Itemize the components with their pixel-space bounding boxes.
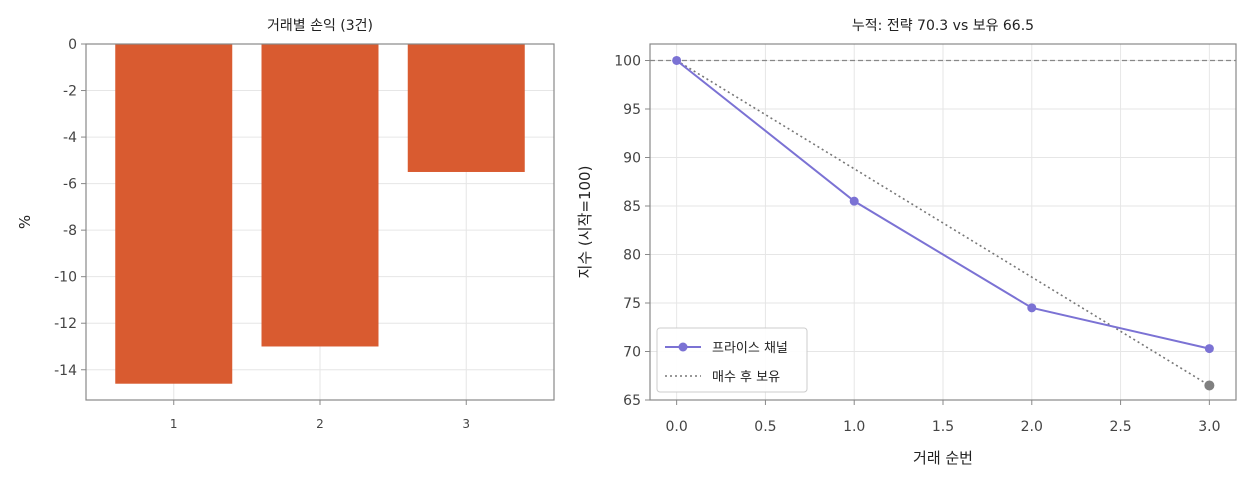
bar-chart-bars <box>115 44 525 384</box>
bar-y-tick-label: -10 <box>54 270 77 286</box>
bar-y-tick-label: -8 <box>63 223 77 239</box>
bar-y-tick-label: -14 <box>54 363 77 379</box>
legend-strategy-marker <box>678 342 688 352</box>
line-chart-legend: 프라이스 채널 매수 후 보유 <box>656 327 808 393</box>
line-y-tick-label: 70 <box>623 344 641 360</box>
bar-x-tick-label: 2 <box>316 417 324 431</box>
strategy-point <box>1027 303 1037 313</box>
bar-chart-frame <box>85 43 555 401</box>
hold-end-point <box>1204 380 1215 391</box>
line-x-tick-label: 1.0 <box>843 419 865 435</box>
line-y-tick-label: 95 <box>623 102 641 118</box>
bar-chart-y-axis-label: % <box>16 215 34 229</box>
bar-chart-panel: 거래별 손익 (3건) % 0 -2 -4 -6 -8 -10 -12 -14 1 2 3 <box>16 18 555 431</box>
strategy-point <box>849 196 859 206</box>
legend-strategy-label: 프라이스 채널 <box>712 341 788 356</box>
bar-chart-title: 거래별 손익 (3건) <box>267 18 373 34</box>
line-chart-title: 누적: 전략 70.3 vs 보유 66.5 <box>852 18 1034 34</box>
strategy-series-line <box>676 59 1210 350</box>
line-x-tick-label: 0.5 <box>754 419 776 435</box>
bar-trade-3 <box>407 44 525 172</box>
line-y-tick-label: 90 <box>623 150 641 166</box>
bar-trade-2 <box>261 44 379 347</box>
line-y-tick-label: 85 <box>623 199 641 215</box>
bar-y-tick-label: -2 <box>63 84 77 100</box>
line-x-tick-label: 0.0 <box>666 419 688 435</box>
line-y-tick-label: 65 <box>623 393 641 409</box>
line-chart-frame <box>649 43 1237 401</box>
line-x-tick-label: 2.5 <box>1109 419 1131 435</box>
bar-y-tick-label: -12 <box>54 316 77 332</box>
line-chart-x-axis-label: 거래 순번 <box>913 449 973 467</box>
line-chart-series <box>672 55 1215 391</box>
line-chart-y-axis-label: 지수 (시작=100) <box>576 166 594 279</box>
bar-chart-x-ticks: 1 2 3 <box>170 400 470 431</box>
line-x-tick-label: 3.0 <box>1198 419 1220 435</box>
hold-series-line <box>676 59 1210 387</box>
bar-x-tick-label: 1 <box>170 417 178 431</box>
strategy-point <box>1204 344 1214 354</box>
strategy-point <box>672 55 682 65</box>
line-y-tick-label: 100 <box>614 53 641 69</box>
bar-chart-y-ticks: 0 -2 -4 -6 -8 -10 -12 -14 <box>54 37 86 379</box>
line-y-tick-label: 75 <box>623 296 641 312</box>
bar-trade-1 <box>115 44 233 384</box>
line-x-tick-label: 2.0 <box>1021 419 1043 435</box>
line-chart-panel: 누적: 전략 70.3 vs 보유 66.5 거래 순번 지수 (시작=100)… <box>576 18 1237 467</box>
bar-y-tick-label: 0 <box>68 37 77 53</box>
bar-x-tick-label: 3 <box>462 417 470 431</box>
legend-hold-label: 매수 후 보유 <box>712 370 780 385</box>
line-chart-x-ticks: 0.0 0.5 1.0 1.5 2.0 2.5 3.0 <box>666 400 1220 435</box>
bar-y-tick-label: -6 <box>63 177 77 193</box>
line-y-tick-label: 80 <box>623 247 641 263</box>
legend-box <box>656 327 808 393</box>
line-x-tick-label: 1.5 <box>932 419 954 435</box>
line-chart-y-ticks: 65 70 75 80 85 90 95 100 <box>614 53 650 409</box>
bar-y-tick-label: -4 <box>63 130 77 146</box>
